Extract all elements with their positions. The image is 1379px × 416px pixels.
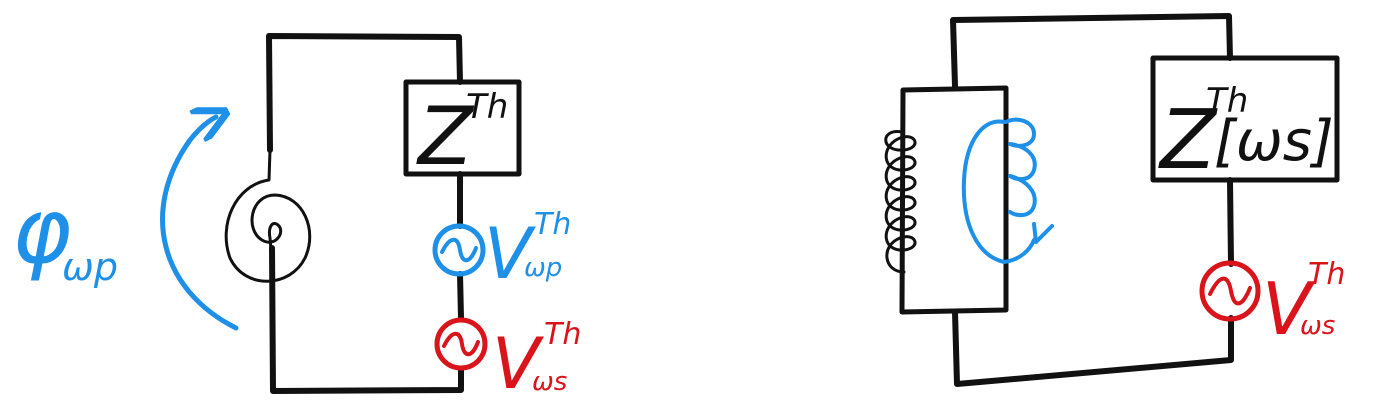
right-source-ws-sup: Th bbox=[1308, 257, 1345, 292]
right-source-ws-wave bbox=[1208, 276, 1252, 306]
left-source-ws-main: V bbox=[492, 323, 544, 405]
right-impedance-sup: Th bbox=[1206, 81, 1248, 121]
left-circuit: Z Th φ ωp V Th ωp V Th ωs bbox=[12, 33, 581, 405]
left-source-ws-wave bbox=[442, 331, 480, 357]
left-wire-loop bbox=[266, 33, 464, 394]
left-spiral-element bbox=[224, 148, 312, 283]
left-flux-label-sub: ωp bbox=[62, 245, 118, 289]
left-source-ws-sub: ωs bbox=[532, 367, 567, 397]
left-source-wp-circle bbox=[432, 223, 486, 277]
left-source-ws-sup: Th bbox=[544, 317, 581, 352]
right-source-ws: V Th ωs bbox=[1199, 257, 1345, 351]
right-wire-loop bbox=[950, 13, 1234, 387]
right-impedance-arg: [ωs] bbox=[1214, 109, 1334, 174]
right-coupled-coil-arrow bbox=[961, 117, 1037, 264]
left-impedance-main: Z bbox=[416, 90, 475, 183]
left-source-wp-main: V bbox=[484, 213, 536, 295]
left-source-wp: V Th ωp bbox=[432, 207, 571, 295]
right-source-ws-main: V bbox=[1262, 267, 1316, 351]
right-circuit: Z Th [ωs] V Th ωs bbox=[884, 13, 1345, 387]
left-flux-arrow bbox=[160, 117, 239, 331]
left-impedance-sup: Th bbox=[466, 87, 508, 127]
left-source-wp-wave bbox=[440, 237, 478, 263]
left-source-ws: V Th ωs bbox=[434, 317, 581, 405]
right-impedance-main: Z bbox=[1158, 93, 1218, 188]
left-impedance-box bbox=[403, 79, 522, 177]
left-source-wp-sub: ωp bbox=[524, 253, 562, 283]
right-impedance-box bbox=[1150, 55, 1340, 183]
right-source-ws-circle bbox=[1199, 260, 1261, 322]
right-coupled-coil-arrowhead bbox=[1032, 222, 1054, 244]
left-source-ws-circle bbox=[434, 317, 488, 371]
right-inductor-coils bbox=[884, 130, 917, 274]
left-flux-label-main: φ bbox=[12, 179, 71, 284]
right-source-ws-sub: ωs bbox=[1300, 311, 1335, 341]
left-source-wp-sup: Th bbox=[534, 207, 571, 242]
